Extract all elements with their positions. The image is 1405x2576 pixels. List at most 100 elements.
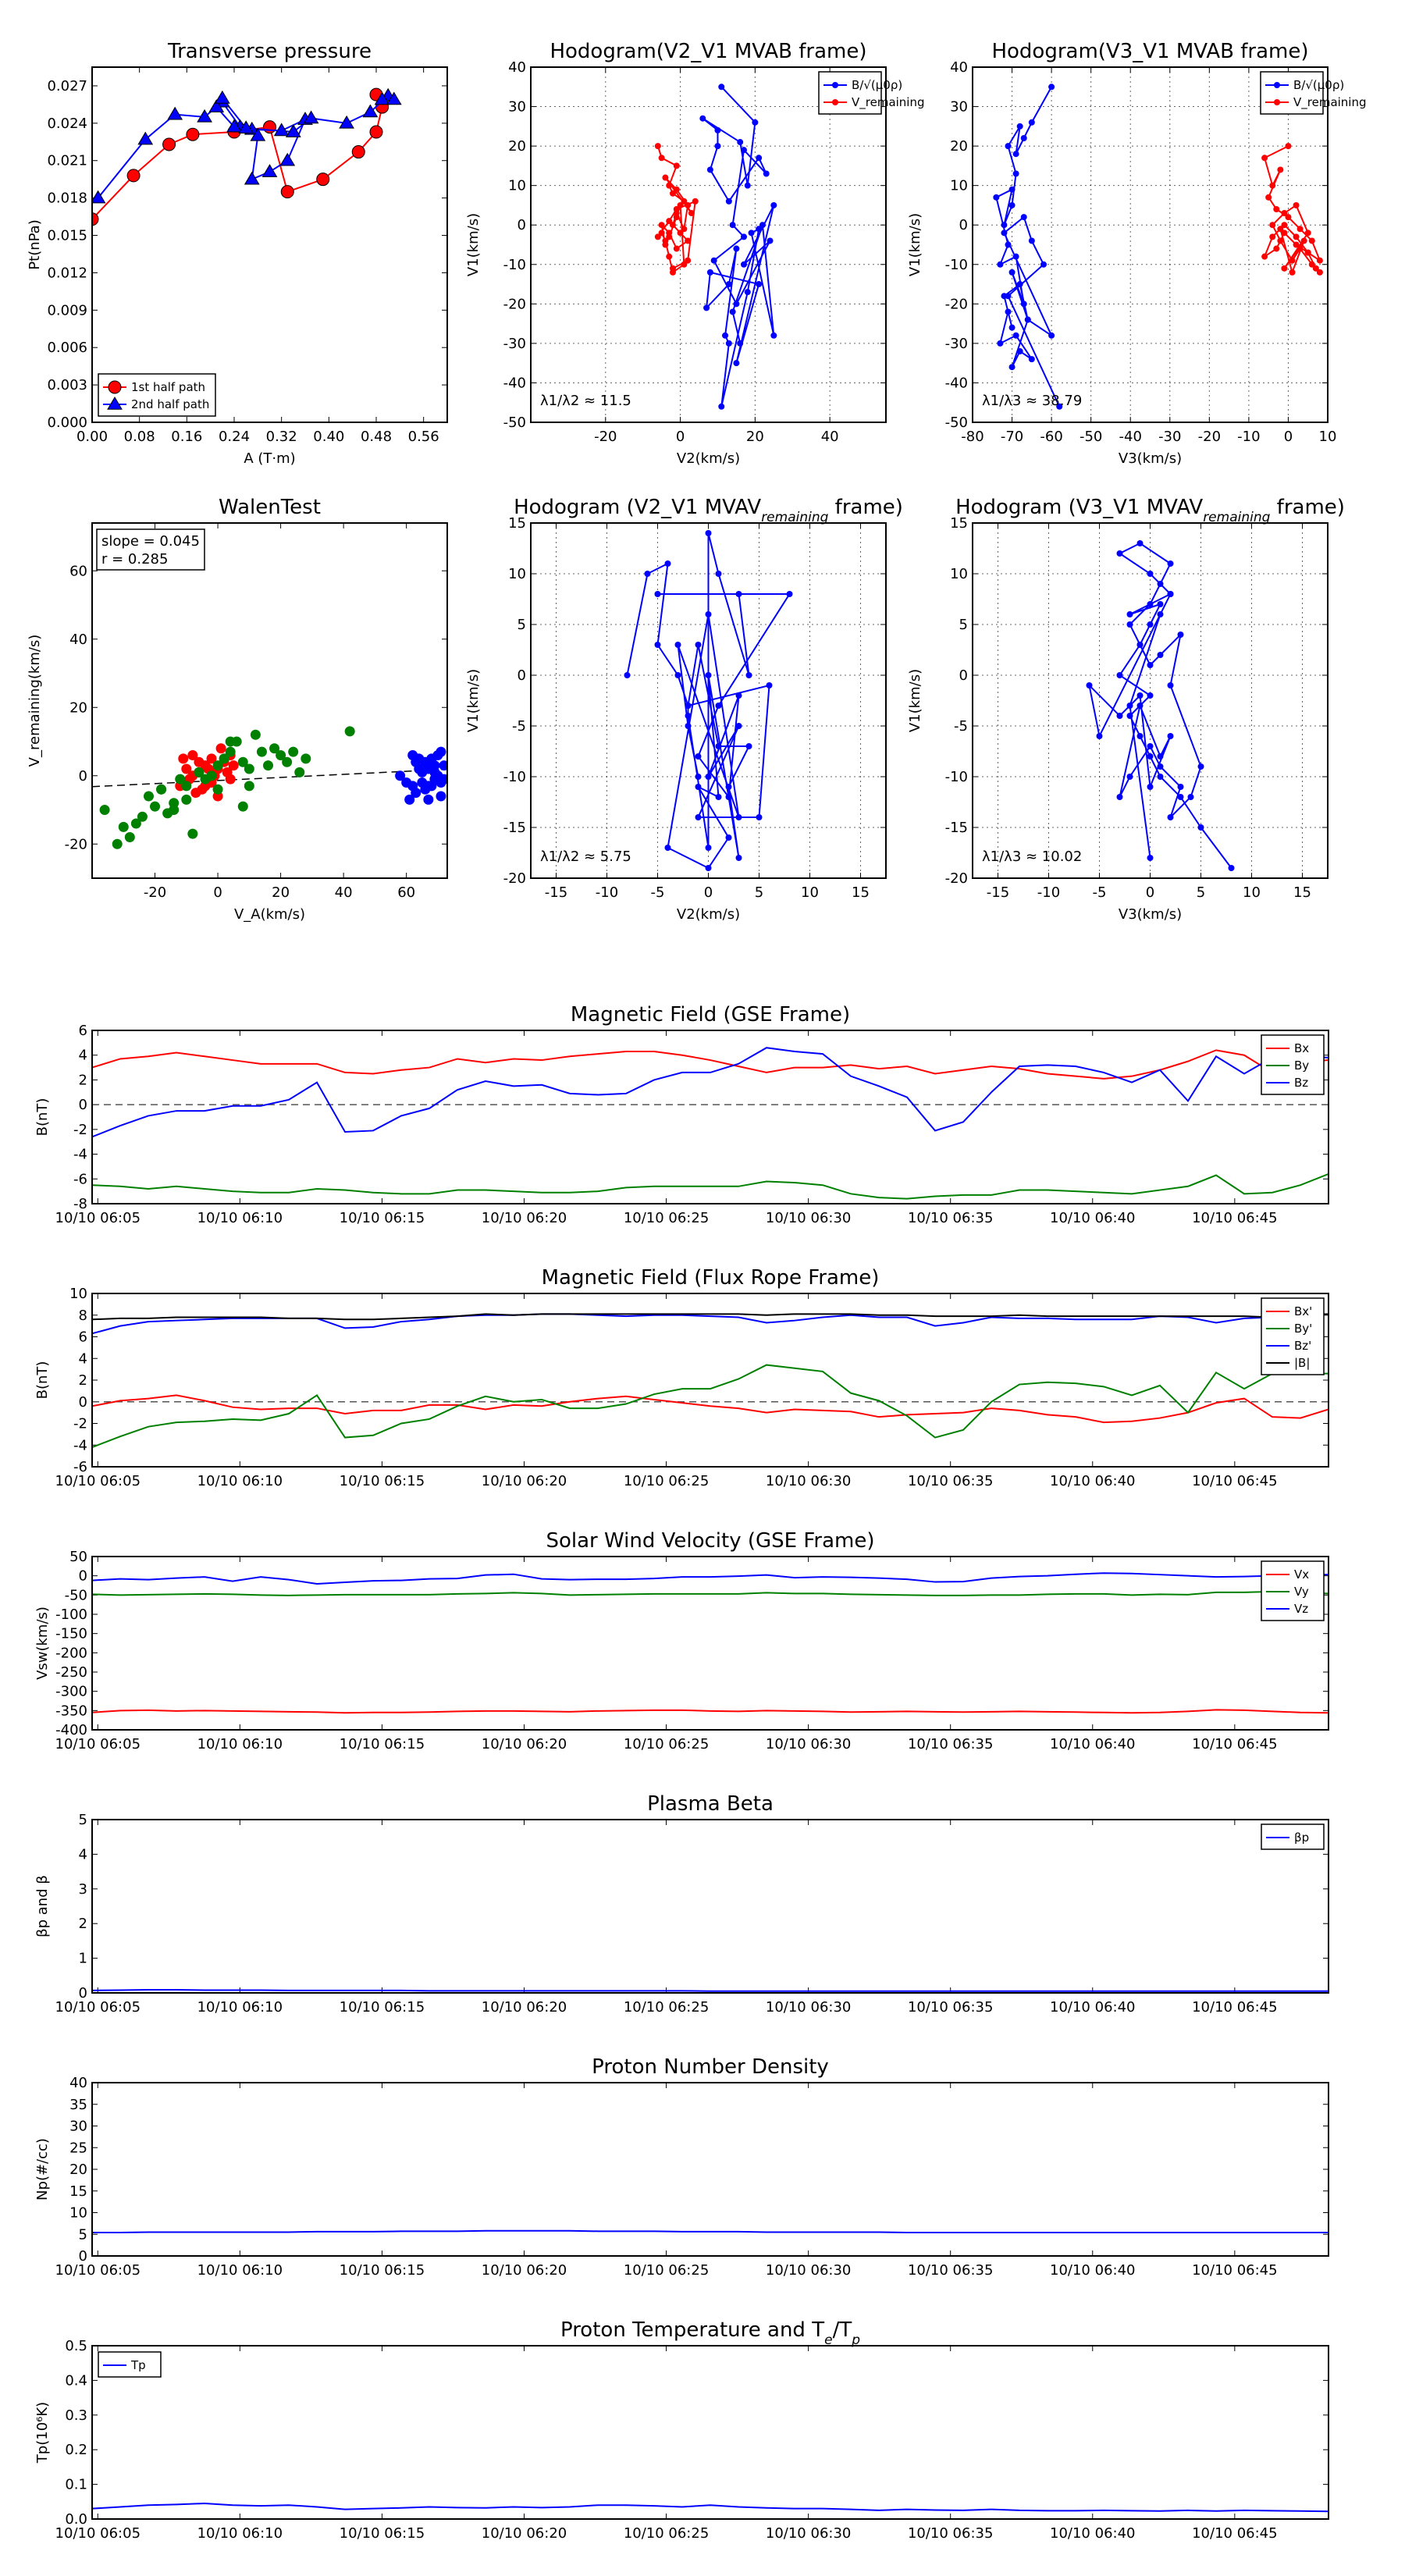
data-point [759, 222, 766, 229]
x-tick-label: 10/10 06:05 [55, 2525, 140, 2542]
data-point [767, 237, 774, 244]
legend-label: Tp [130, 2358, 146, 2372]
chart-title: Hodogram (V3_V1 MVAVremaining frame) [955, 496, 1345, 525]
chart-title-text: Proton Temperature and T [560, 2318, 824, 2342]
series-line-0 [92, 2229, 1329, 2234]
y-tick-label: 10 [950, 178, 968, 194]
data-point [1304, 249, 1311, 256]
y-tick-label: -100 [55, 1606, 87, 1623]
data-point [420, 756, 431, 767]
y-tick-label: 0 [518, 217, 526, 233]
y-tick-label: 0 [959, 217, 968, 233]
data-point [1008, 364, 1016, 371]
y-axis-label: V1(km/s) [465, 669, 482, 732]
data-point [703, 304, 710, 311]
y-tick-label: -200 [55, 1645, 87, 1661]
y-tick-label: 15 [69, 2183, 87, 2200]
data-point [714, 126, 721, 133]
data-point [715, 743, 722, 749]
y-tick-label: -20 [65, 836, 87, 852]
x-tick-label: 10/10 06:40 [1050, 1736, 1135, 1752]
data-point [666, 182, 673, 189]
y-tick-label: -4 [73, 1437, 87, 1453]
chart-title-sub: e [824, 2332, 832, 2348]
data-point [1281, 210, 1288, 217]
x-tick-label: 10/10 06:05 [55, 1736, 140, 1752]
x-tick-label: 0 [1284, 429, 1293, 445]
data-point [386, 91, 402, 105]
x-tick-label: 10/10 06:20 [482, 1736, 567, 1752]
y-tick-label: 0.4 [65, 2372, 87, 2389]
data-point [206, 753, 217, 764]
legend-label: Bz' [1294, 1339, 1311, 1353]
data-point [1116, 794, 1123, 800]
legend-marker [832, 99, 838, 105]
y-axis-label: Vsw(km/s) [34, 1606, 51, 1680]
legend-label: B/√(μ0ρ) [1293, 78, 1344, 92]
data-point [666, 218, 673, 225]
data-point [1136, 642, 1144, 648]
data-point [729, 308, 736, 315]
x-tick-label: 0.08 [124, 429, 155, 445]
data-point [1008, 186, 1016, 193]
data-point [351, 145, 365, 159]
x-tick-label: 10/10 06:05 [55, 1473, 140, 1489]
data-point [92, 190, 106, 204]
data-point [194, 756, 205, 767]
legend-label: By' [1294, 1322, 1312, 1336]
x-tick-label: -15 [545, 884, 567, 901]
data-point [1265, 194, 1272, 201]
data-point [1304, 229, 1311, 237]
x-tick-label: 40 [821, 429, 839, 445]
data-point [695, 774, 702, 780]
y-tick-label: 20 [508, 138, 526, 155]
x-tick-label: 10/10 06:45 [1192, 1210, 1277, 1226]
data-point [369, 125, 383, 139]
plot-area [624, 530, 793, 871]
y-axis-label: βp and β [34, 1875, 51, 1937]
y-tick-label: -20 [503, 870, 526, 887]
y-tick-label: 2 [79, 1916, 87, 1932]
chart-title-text: Hodogram(V3_V1 MVAB frame) [991, 40, 1308, 63]
y-axis-label: V1(km/s) [907, 669, 923, 732]
data-point [187, 828, 198, 839]
x-tick-label: -20 [144, 884, 166, 901]
data-point [263, 120, 276, 134]
legend-label: Vy [1294, 1585, 1309, 1599]
chart-title-text: Magnetic Field (Flux Rope Frame) [542, 1266, 880, 1290]
data-point [1177, 794, 1184, 800]
plot-frame [972, 66, 1329, 423]
data-point [1147, 571, 1154, 577]
plot-frame [91, 1030, 1329, 1204]
data-point [1312, 265, 1319, 272]
x-tick-label: 10/10 06:35 [908, 2262, 993, 2279]
eigen-ratio: λ1/λ2 ≈ 11.5 [540, 393, 631, 409]
data-point [1157, 753, 1164, 760]
data-point [276, 750, 286, 760]
y-tick-label: 10 [69, 1286, 87, 1302]
chart-title-text: Hodogram (V2_V1 MVAV [514, 496, 761, 519]
data-point [156, 784, 167, 795]
data-point [126, 169, 140, 183]
data-point [745, 672, 752, 678]
plot-frame [530, 66, 887, 423]
data-point [993, 194, 1000, 201]
chart-title: Solar Wind Velocity (GSE Frame) [546, 1529, 874, 1553]
data-point [756, 155, 763, 162]
x-tick-label: 10 [1243, 884, 1261, 901]
data-point [997, 261, 1004, 268]
data-point [1040, 261, 1047, 268]
data-point [1147, 784, 1154, 790]
y-tick-label: 0 [79, 768, 87, 785]
data-point [685, 713, 692, 719]
legend-label: Bx' [1294, 1304, 1312, 1318]
y-tick-label: -50 [65, 1587, 87, 1603]
y-tick-label: 0.3 [65, 2407, 87, 2424]
data-point [1005, 293, 1012, 300]
x-axis-label: V2(km/s) [677, 450, 740, 467]
chart-h3: Hodogram (V2_V1 MVAVremaining frame) -20 -… [465, 496, 903, 923]
data-point [744, 182, 751, 189]
y-axis-label: B(nT) [34, 1361, 51, 1400]
chart-vsw: Solar Wind Velocity (GSE Frame) -400 -350 -… [34, 1529, 1329, 1752]
x-tick-label: -70 [1001, 429, 1023, 445]
